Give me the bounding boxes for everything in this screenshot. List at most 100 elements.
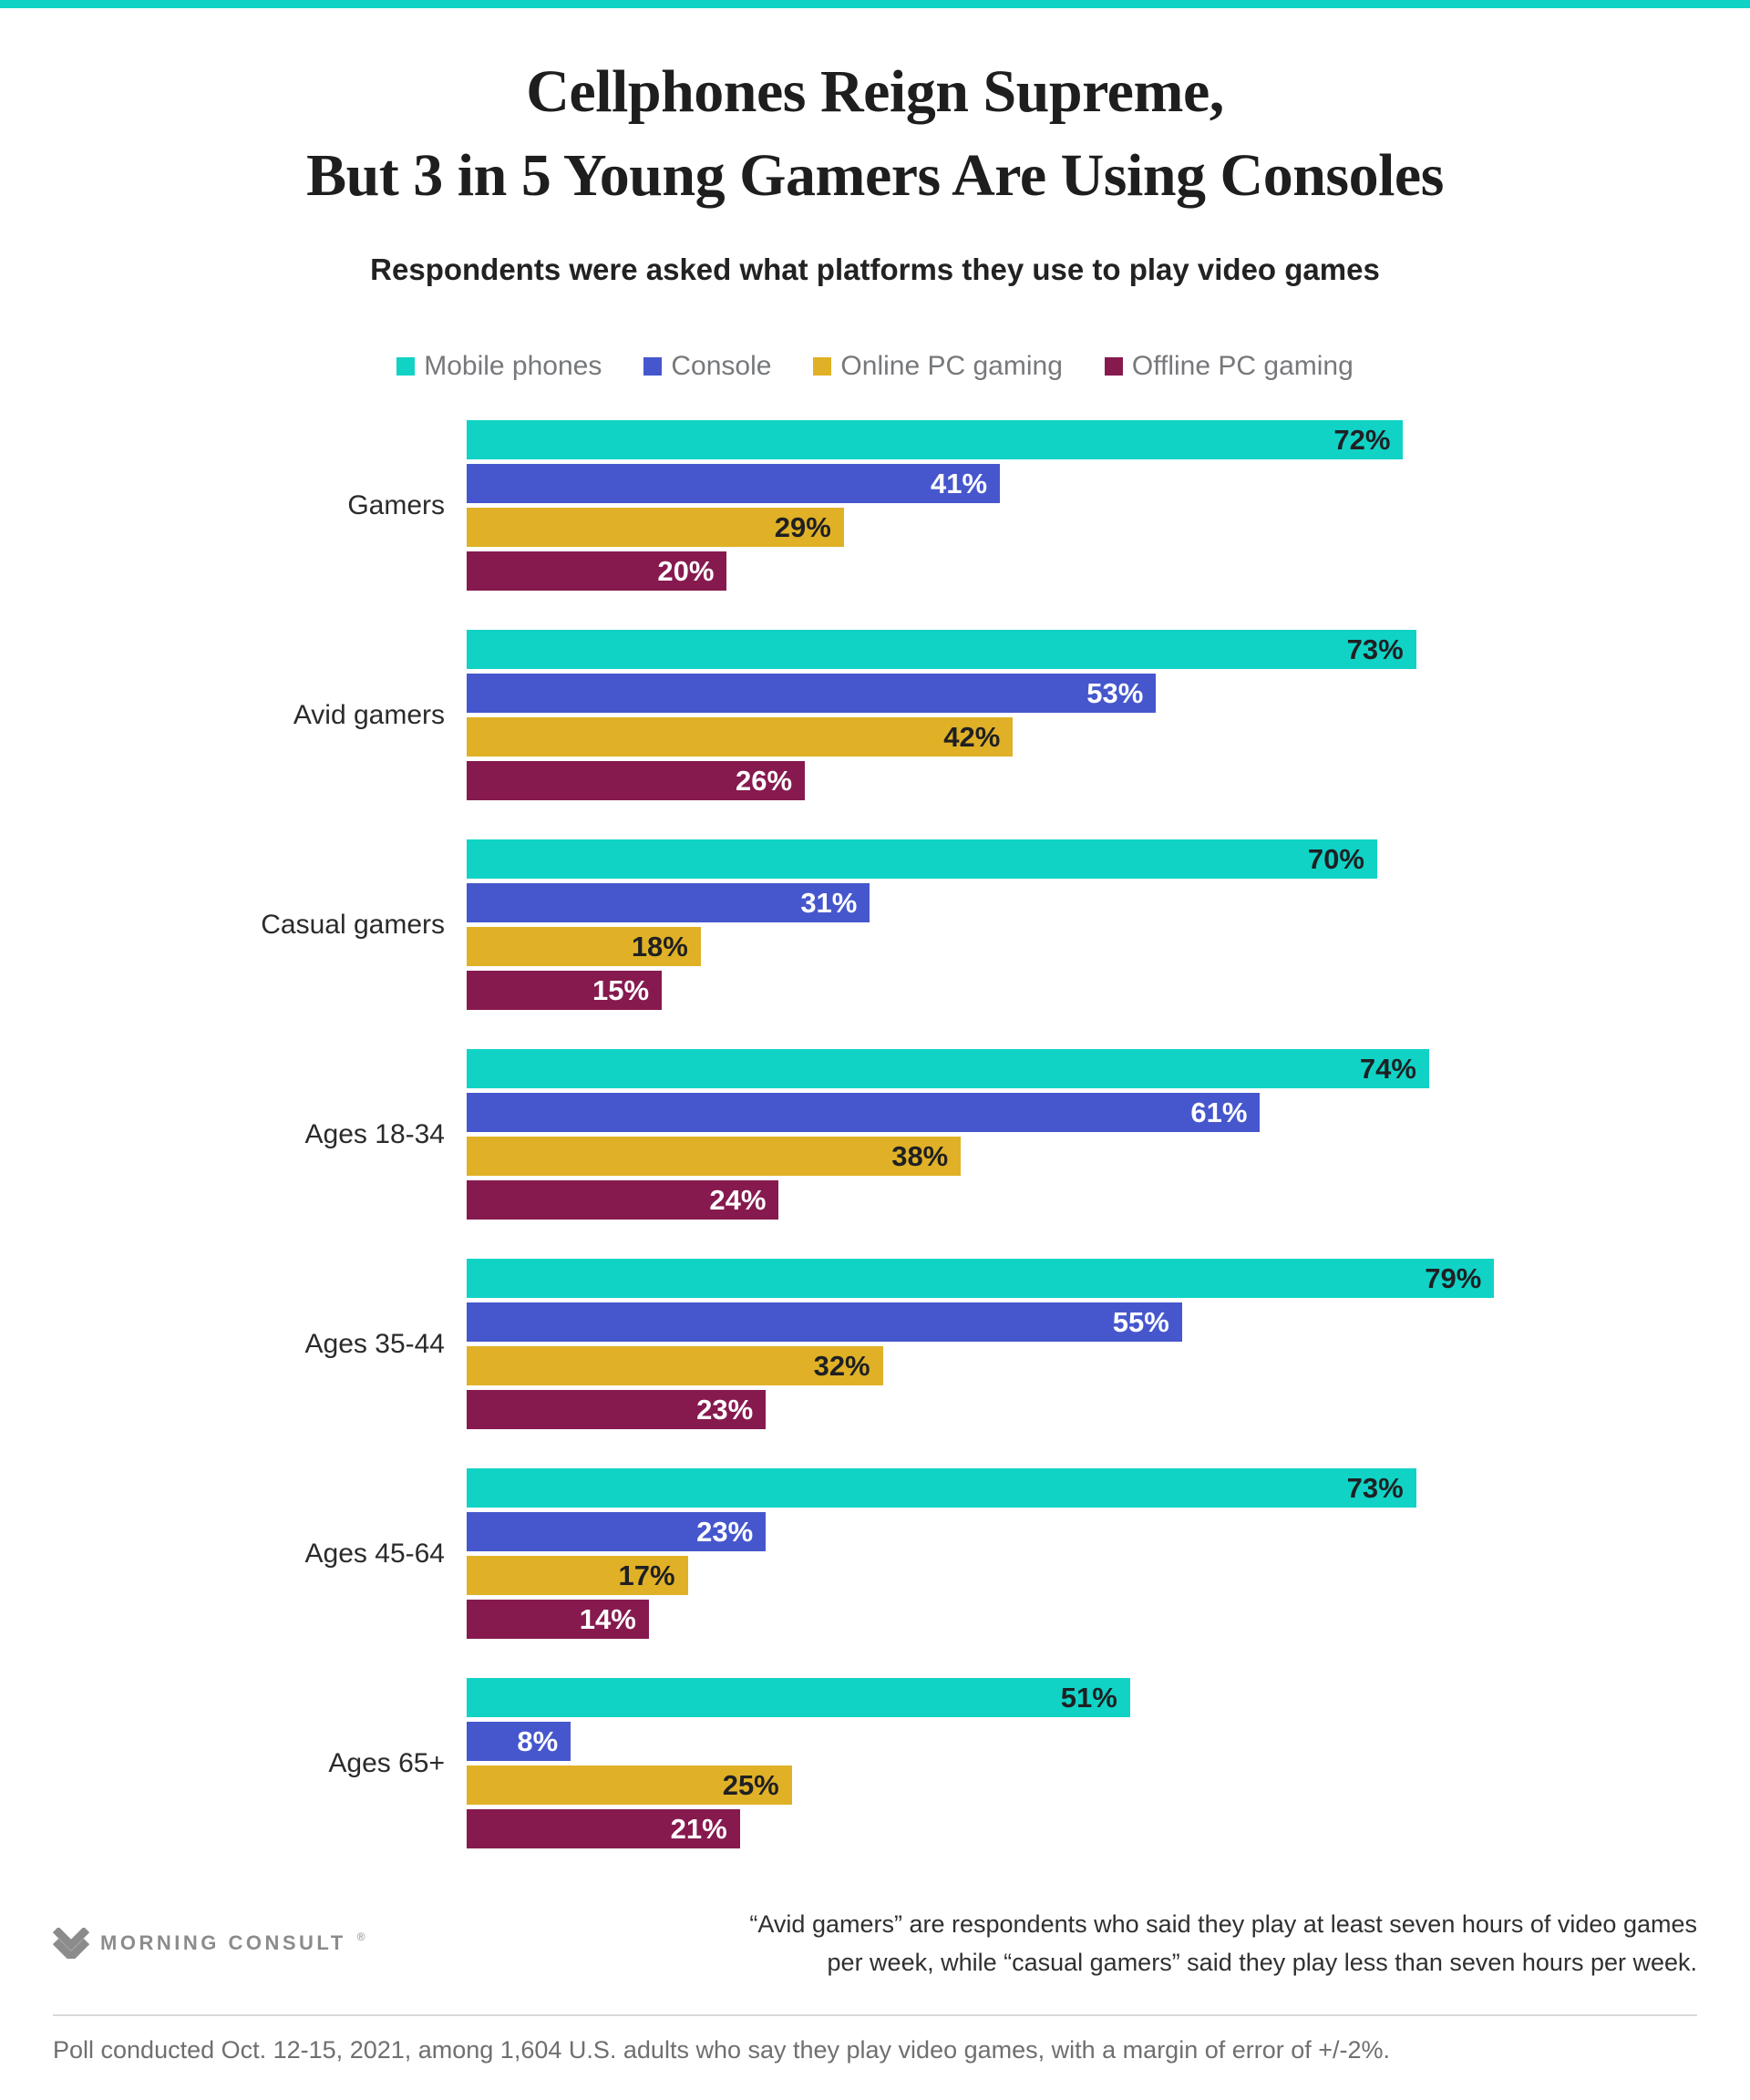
methodology-note-line1: “Avid gamers” are respondents who said t…	[749, 1910, 1697, 1938]
category-label: Avid gamers	[293, 699, 445, 730]
bar-value-label: 51%	[1060, 1681, 1117, 1714]
bar-value-label: 15%	[592, 973, 650, 1006]
bar: 72%	[467, 420, 1404, 459]
bar-group: Ages 45-64 73% 23% 17% 14%	[0, 1468, 1750, 1639]
bar: 79%	[467, 1259, 1495, 1298]
bar: 18%	[467, 927, 701, 966]
legend-swatch-icon	[643, 357, 663, 376]
legend-label: Mobile phones	[424, 351, 602, 381]
bar-stack: 70% 31% 18% 15%	[467, 839, 1750, 1010]
bar: 8%	[467, 1722, 571, 1761]
morning-consult-logo-text: MORNING CONSULT	[100, 1931, 346, 1954]
bar-value-label: 29%	[774, 510, 831, 543]
bar-chart: Gamers 72% 41% 29% 20% Avid gamers 73% 53% 42% 26…	[0, 420, 1750, 1848]
legend-item: Online PC gaming	[813, 351, 1063, 382]
bar-value-label: 17%	[618, 1559, 675, 1591]
registered-mark: ®	[356, 1930, 365, 1943]
morning-consult-logo-icon	[53, 1928, 89, 1959]
bar-value-label: 53%	[1086, 676, 1144, 709]
chart-subtitle: Respondents were asked what platforms th…	[370, 252, 1380, 286]
bar-value-label: 73%	[1346, 1471, 1404, 1504]
category-label: Gamers	[347, 489, 445, 520]
legend-swatch-icon	[813, 357, 832, 376]
bar-value-label: 20%	[657, 554, 715, 587]
bar-value-label: 55%	[1112, 1305, 1169, 1338]
bar-group: Ages 35-44 79% 55% 32% 23%	[0, 1259, 1750, 1429]
legend-item: Console	[643, 351, 771, 382]
bar-group: Ages 65+ 51% 8% 25% 21%	[0, 1678, 1750, 1848]
bar-value-label: 21%	[670, 1812, 727, 1845]
bar-group: Ages 18-34 74% 61% 38% 24%	[0, 1049, 1750, 1220]
bar: 51%	[467, 1678, 1130, 1717]
bar: 20%	[467, 551, 727, 591]
bar: 17%	[467, 1556, 688, 1595]
bar-value-label: 38%	[891, 1139, 949, 1172]
legend: Mobile phones Console Online PC gaming Offl…	[0, 351, 1750, 382]
legend-item: Mobile phones	[396, 351, 602, 382]
bar: 26%	[467, 761, 806, 800]
chart-title: Cellphones Reign Supreme, But 3 in 5 You…	[0, 50, 1750, 218]
bar: 31%	[467, 883, 870, 922]
bar-group: Casual gamers 70% 31% 18% 15%	[0, 839, 1750, 1010]
bar: 29%	[467, 508, 844, 547]
bar-value-label: 79%	[1425, 1261, 1482, 1294]
methodology-note: “Avid gamers” are respondents who said t…	[749, 1905, 1697, 1982]
bar: 23%	[467, 1390, 767, 1429]
bar: 73%	[467, 1468, 1416, 1508]
legend-swatch-icon	[1104, 357, 1123, 376]
bar-stack: 73% 23% 17% 14%	[467, 1468, 1750, 1639]
bar-value-label: 26%	[735, 764, 793, 797]
footer: MORNING CONSULT ® “Avid gamers” are resp…	[0, 1905, 1750, 1982]
bar: 32%	[467, 1346, 883, 1385]
category-label: Ages 45-64	[304, 1538, 445, 1569]
bar-value-label: 41%	[931, 467, 988, 499]
bar: 14%	[467, 1600, 649, 1639]
bar-value-label: 25%	[722, 1768, 779, 1801]
bar: 73%	[467, 630, 1416, 669]
chart-title-line2: But 3 in 5 Young Gamers Are Using Consol…	[306, 142, 1444, 209]
top-accent-strip	[0, 0, 1750, 8]
bar: 70%	[467, 839, 1377, 879]
bar: 23%	[467, 1512, 767, 1551]
bar-value-label: 73%	[1346, 633, 1404, 665]
bar-stack: 74% 61% 38% 24%	[467, 1049, 1750, 1220]
bar-group: Avid gamers 73% 53% 42% 26%	[0, 630, 1750, 800]
bar-value-label: 23%	[696, 1393, 754, 1426]
bar-value-label: 32%	[813, 1349, 870, 1382]
bar-value-label: 70%	[1307, 842, 1364, 875]
bar-group: Gamers 72% 41% 29% 20%	[0, 420, 1750, 591]
bar: 55%	[467, 1302, 1182, 1342]
bar-value-label: 14%	[579, 1602, 636, 1635]
legend-label: Offline PC gaming	[1131, 351, 1354, 381]
legend-label: Online PC gaming	[840, 351, 1063, 381]
chart-title-line1: Cellphones Reign Supreme,	[526, 58, 1224, 125]
bar-value-label: 23%	[696, 1515, 754, 1548]
bar: 41%	[467, 464, 1001, 503]
bar-value-label: 72%	[1333, 423, 1391, 456]
bar-value-label: 8%	[517, 1724, 559, 1757]
morning-consult-logo: MORNING CONSULT ®	[53, 1928, 365, 1959]
bar: 42%	[467, 717, 1014, 757]
bar-value-label: 74%	[1359, 1052, 1416, 1085]
bar-stack: 73% 53% 42% 26%	[467, 630, 1750, 800]
category-label: Ages 65+	[328, 1747, 445, 1778]
bar: 61%	[467, 1093, 1261, 1132]
source-note: Poll conducted Oct. 12-15, 2021, among 1…	[53, 2036, 1391, 2064]
bar-value-label: 61%	[1190, 1096, 1248, 1128]
bar-stack: 72% 41% 29% 20%	[467, 420, 1750, 591]
category-label: Ages 18-34	[304, 1118, 445, 1149]
bar-value-label: 31%	[800, 886, 858, 919]
bar: 15%	[467, 971, 663, 1010]
bar: 21%	[467, 1809, 740, 1848]
bar-stack: 79% 55% 32% 23%	[467, 1259, 1750, 1429]
bar: 25%	[467, 1765, 792, 1805]
bar: 53%	[467, 674, 1157, 713]
methodology-note-line2: per week, while “casual gamers” said the…	[827, 1949, 1697, 1976]
bar-stack: 51% 8% 25% 21%	[467, 1678, 1750, 1848]
footer-divider	[53, 2014, 1697, 2016]
category-label: Ages 35-44	[304, 1328, 445, 1359]
legend-item: Offline PC gaming	[1104, 351, 1354, 382]
bar-value-label: 18%	[631, 930, 688, 962]
legend-swatch-icon	[396, 357, 416, 376]
